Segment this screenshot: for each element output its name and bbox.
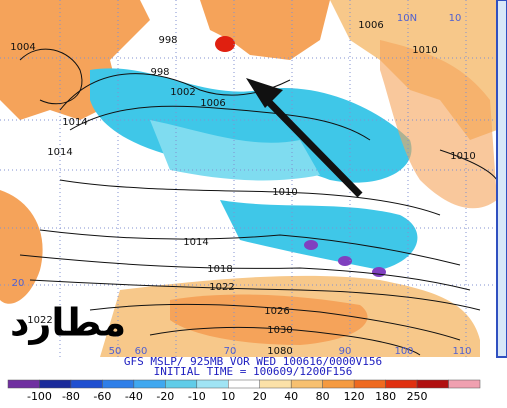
colorbar-swatch [102, 379, 135, 389]
colorbar-swatch [353, 379, 386, 389]
grid-label: 110 [452, 346, 471, 357]
isobar-label: 1002 [170, 87, 195, 98]
colorbar-label: -80 [62, 390, 80, 403]
map-field [0, 0, 507, 358]
isobar-labels: 9989981002100610101014101810221026103010… [10, 20, 475, 357]
isobar-label: 1026 [264, 306, 289, 317]
colorbar-swatch [228, 379, 260, 389]
colorbar-label: 120 [344, 390, 365, 403]
isobar-label: 1014 [47, 147, 72, 158]
colorbar-swatch [416, 379, 449, 389]
colorbar-swatch [385, 379, 418, 389]
caption-line: INITIAL TIME = 100609/1200F156 [154, 365, 353, 378]
isobar-label: 1004 [10, 42, 35, 53]
grid-label: 100 [394, 346, 413, 357]
grid-label: 60 [135, 346, 148, 357]
isobar-label: 998 [158, 35, 177, 46]
arabic-watermark: مطارد [10, 301, 126, 345]
colorbar-swatch [290, 379, 323, 389]
isobar-label: 1014 [183, 237, 208, 248]
isobar-label: 1006 [200, 98, 225, 109]
colorbar-swatch [70, 379, 103, 389]
grid-label: 70 [224, 346, 237, 357]
colorbar-label: -10 [188, 390, 206, 403]
isobar-label: 1030 [267, 325, 292, 336]
isobar-label: 1010 [412, 45, 437, 56]
isobar-label: 1018 [207, 264, 232, 275]
isobar-label: 1006 [358, 20, 383, 31]
colorbar-label: 80 [316, 390, 330, 403]
grid-label: 10N [397, 13, 417, 24]
colorbar-label: 250 [407, 390, 428, 403]
colorbar-swatch [322, 379, 355, 389]
isobar-label: 1022 [27, 315, 52, 326]
colorbar-label: -40 [125, 390, 143, 403]
colorbar-swatch [259, 379, 292, 389]
colorbar-swatch [7, 379, 40, 389]
grid-label: 90 [339, 346, 352, 357]
grid-labels: 10N 10 50 60 70 90 100 110 20 [12, 13, 472, 357]
grid-label: 10 [449, 13, 462, 24]
colorbar-swatch [165, 379, 198, 389]
colorbar-swatch [133, 379, 166, 389]
isobar-label: 998 [150, 67, 169, 78]
isobar-label: 1014 [62, 117, 87, 128]
colorbar-label: 40 [284, 390, 298, 403]
grid-label: 20 [12, 278, 25, 289]
colorbar-label: -100 [27, 390, 52, 403]
colorbar-swatch [196, 379, 229, 389]
isobar-label: 1010 [272, 187, 297, 198]
isobar-label: 1010 [450, 151, 475, 162]
colorbar-label: -60 [93, 390, 111, 403]
grid-label: 50 [109, 346, 122, 357]
colorbar-label: 180 [375, 390, 396, 403]
isobar-label: 1022 [209, 282, 234, 293]
colorbar-swatch [448, 379, 481, 389]
colorbar-swatch [39, 379, 72, 389]
isobar-label: 1080 [267, 346, 292, 357]
colorbar-label: 10 [221, 390, 235, 403]
colorbar-label: 20 [253, 390, 267, 403]
caption-line: GFS MSLP/ 925MB VOR WED 100616/0000V156 [124, 355, 382, 368]
colorbar-label: -20 [156, 390, 174, 403]
colorbar: -100 -80 -60 -40 -20 -10 10 20 40 80 120 180 250 [7, 379, 481, 403]
